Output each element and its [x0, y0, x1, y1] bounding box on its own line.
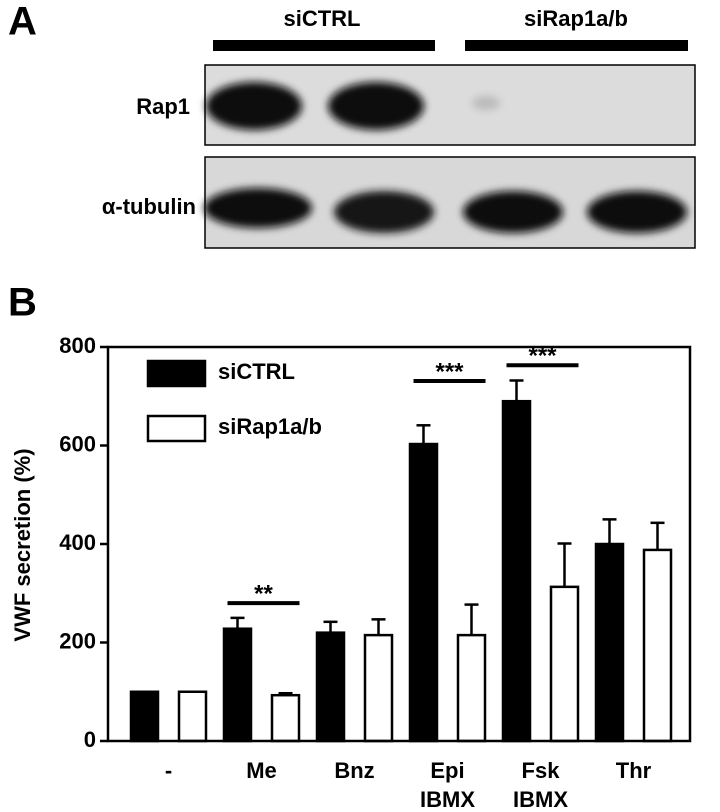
y-tick-label: 400	[59, 530, 96, 555]
significance-label: ***	[528, 343, 557, 370]
bar	[642, 548, 673, 743]
band	[334, 191, 434, 233]
band	[206, 82, 302, 130]
bar	[129, 690, 160, 743]
bar	[549, 585, 580, 743]
bar	[222, 627, 253, 743]
band	[204, 188, 312, 228]
row-label: Rap1	[136, 94, 190, 119]
band	[587, 191, 687, 233]
bar	[270, 693, 301, 743]
panel-label: B	[8, 281, 37, 325]
group-bar	[465, 40, 688, 51]
legend-swatch	[146, 414, 207, 443]
plot-frame	[106, 345, 692, 743]
bar	[456, 633, 487, 743]
bar	[501, 399, 532, 743]
x-tick-label: Me	[246, 758, 277, 783]
significance-label: ***	[435, 358, 464, 385]
band	[328, 82, 424, 130]
x-tick-label: Bnz	[334, 758, 375, 783]
significance-label: **	[254, 580, 273, 607]
band	[472, 96, 500, 110]
bands	[204, 82, 687, 233]
band	[463, 191, 563, 233]
panel-label: A	[8, 0, 37, 44]
y-tick-label: 800	[59, 333, 96, 358]
group-label: siRap1a/b	[524, 6, 628, 31]
group-bar	[213, 40, 435, 51]
x-tick-label: Thr	[615, 758, 652, 783]
bar	[315, 631, 346, 743]
x-tick-label: -	[164, 758, 173, 783]
bar	[594, 542, 625, 743]
y-axis-label: VWF secretion (%)	[10, 448, 35, 641]
y-tick-label: 600	[59, 431, 96, 456]
group-label: siCTRL	[284, 6, 361, 31]
legend-swatch	[146, 359, 207, 388]
legend-label: siCTRL	[218, 359, 295, 384]
bar	[177, 690, 208, 743]
x-tick-label: Fsk IBMX	[513, 758, 568, 812]
bar	[363, 633, 394, 743]
legend-label: siRap1a/b	[218, 414, 322, 439]
y-tick-label: 200	[59, 628, 96, 653]
bar	[408, 442, 439, 743]
x-tick-label: Epi IBMX	[420, 758, 475, 812]
row-label: α-tubulin	[102, 194, 196, 219]
y-tick-label: 0	[84, 727, 96, 752]
